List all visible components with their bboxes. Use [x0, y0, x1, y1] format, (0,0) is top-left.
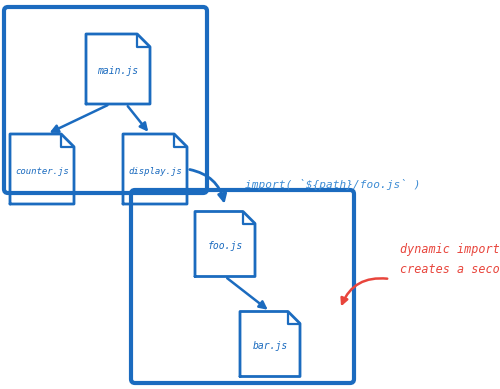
- Text: bar.js: bar.js: [252, 341, 288, 351]
- Text: foo.js: foo.js: [208, 241, 242, 251]
- Text: display.js: display.js: [128, 166, 182, 175]
- Text: counter.js: counter.js: [15, 166, 69, 175]
- Text: import( `${path}/foo.js` ): import( `${path}/foo.js` ): [245, 179, 420, 189]
- Text: dynamic import
creates a second graph: dynamic import creates a second graph: [400, 242, 500, 275]
- Text: main.js: main.js: [98, 66, 138, 76]
